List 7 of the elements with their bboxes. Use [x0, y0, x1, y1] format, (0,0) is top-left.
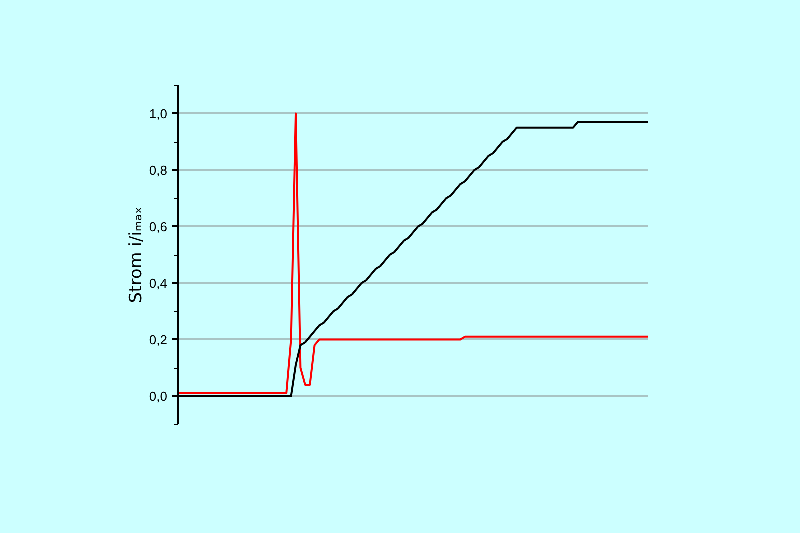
y-tick-label: 0,4 [149, 276, 168, 291]
y-tick-label: 1,0 [149, 106, 168, 122]
y-axis-title: Strom i/iₘₐₓ [126, 206, 146, 304]
y-tick-label: 0,0 [149, 388, 168, 404]
y-tick-label: 0,8 [149, 162, 168, 178]
y-tick-label: 0,6 [149, 219, 168, 234]
y-tick-label: 0,2 [149, 332, 168, 348]
